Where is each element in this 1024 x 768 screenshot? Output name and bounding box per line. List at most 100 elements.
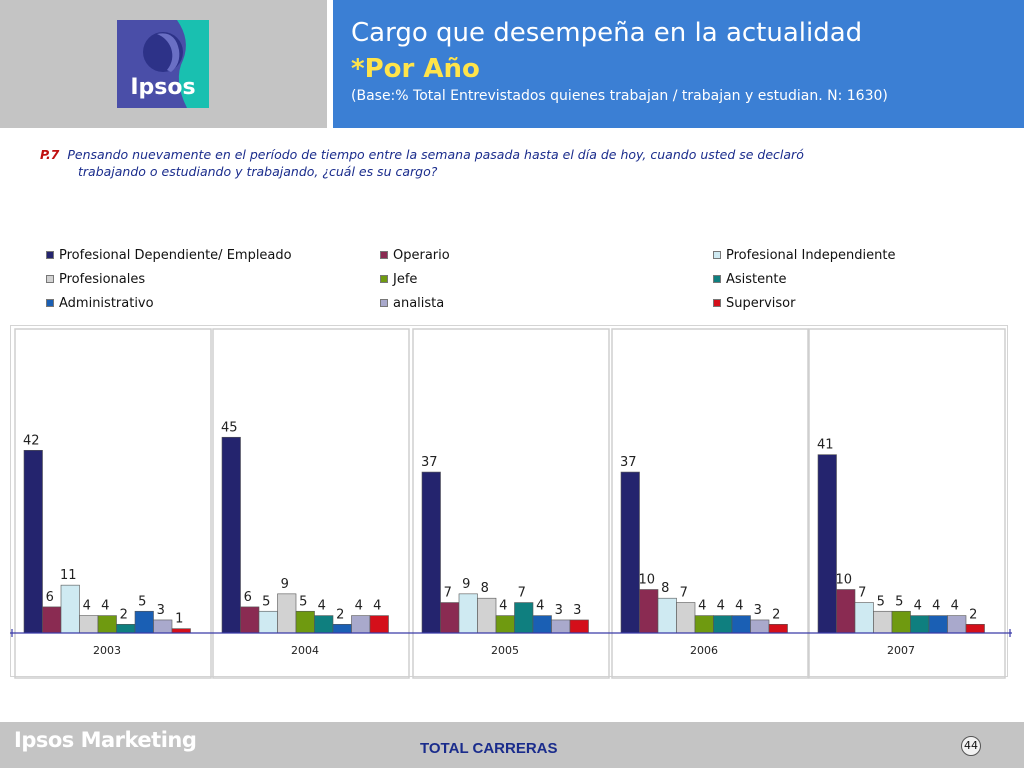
legend-swatch: [380, 275, 388, 283]
bar-value-label: 4: [83, 599, 91, 614]
bar-value-label: 11: [60, 568, 77, 583]
legend-label: Asistente: [726, 271, 787, 287]
header-title-area: [333, 0, 1024, 128]
bar-value-label: 3: [555, 603, 563, 618]
bar: [910, 615, 930, 634]
bar: [42, 606, 62, 634]
legend-item: Jefe: [380, 271, 417, 287]
bar: [458, 593, 478, 634]
bar-value-label: 4: [951, 599, 959, 614]
legend-item: Profesional Independiente: [713, 247, 896, 263]
bar-value-label: 4: [932, 599, 940, 614]
bar-value-label: 5: [138, 594, 146, 609]
bar-value-label: 41: [817, 438, 834, 453]
page-subtitle: *Por Año: [351, 54, 480, 84]
question-number: P.7: [40, 147, 60, 162]
bar: [240, 606, 260, 634]
bar-value-label: 9: [281, 577, 289, 592]
legend-label: Operario: [393, 247, 450, 263]
logo-text: Ipsos: [130, 75, 195, 100]
bar: [421, 471, 441, 634]
legend-label: Jefe: [393, 271, 418, 287]
bar: [314, 615, 334, 634]
bar: [620, 471, 640, 634]
bar: [713, 615, 733, 634]
bar-value-label: 5: [895, 594, 903, 609]
bar: [947, 615, 967, 634]
bar-value-label: 4: [914, 599, 922, 614]
bar-value-label: 6: [46, 590, 54, 605]
footer-bar: Ipsos Marketing TOTAL CARRERAS 44: [0, 722, 1024, 768]
page-number: 44: [961, 736, 981, 756]
bar: [657, 597, 677, 634]
bar-value-label: 4: [717, 599, 725, 614]
bar-value-label: 2: [336, 607, 344, 622]
bar: [532, 615, 552, 634]
bar: [116, 623, 136, 634]
bar-value-label: 7: [518, 586, 526, 601]
legend-item: Operario: [380, 247, 450, 263]
header-logo-area: Ipsos: [0, 0, 327, 128]
bar-value-label: 5: [262, 594, 270, 609]
bar: [97, 615, 117, 634]
category-label: 2004: [291, 644, 319, 657]
legend-item: Profesional Dependiente/ Empleado: [46, 247, 292, 263]
footer-total-label: TOTAL CARRERAS: [420, 740, 558, 757]
bar: [60, 584, 80, 634]
bar: [440, 602, 460, 634]
year-panel: [14, 328, 212, 679]
bar-value-label: 4: [101, 599, 109, 614]
bar: [873, 610, 893, 634]
bar: [477, 597, 497, 634]
legend-swatch: [46, 275, 54, 283]
legend-label: Supervisor: [726, 295, 796, 311]
legend-item: Administrativo: [46, 295, 154, 311]
bar: [891, 610, 911, 634]
question-text: P.7 Pensando nuevamente en el período de…: [40, 146, 830, 180]
year-panel: [808, 328, 1006, 679]
bar: [731, 615, 751, 634]
bar: [351, 615, 371, 634]
bar: [221, 436, 241, 634]
bar-value-label: 37: [421, 455, 438, 470]
legend-swatch: [713, 299, 721, 307]
bar: [836, 589, 856, 634]
bar-value-label: 3: [573, 603, 581, 618]
bar: [79, 615, 99, 634]
category-label: 2007: [887, 644, 915, 657]
bar: [277, 593, 297, 634]
legend-item: analista: [380, 295, 444, 311]
bar: [750, 619, 770, 634]
bar-value-label: 4: [355, 599, 363, 614]
category-label: 2003: [93, 644, 121, 657]
bar-value-label: 7: [858, 586, 866, 601]
legend-swatch: [380, 299, 388, 307]
bar: [332, 623, 352, 634]
bar-value-label: 7: [444, 586, 452, 601]
bar: [134, 610, 154, 634]
bar: [551, 619, 571, 634]
page-title: Cargo que desempeña en la actualidad: [351, 18, 863, 48]
bar: [854, 602, 874, 634]
bar-value-label: 7: [680, 586, 688, 601]
page-base-note: (Base:% Total Entrevistados quienes trab…: [351, 88, 888, 104]
question-line-1: Pensando nuevamente en el período de tie…: [67, 147, 804, 162]
bar: [23, 449, 43, 634]
bar: [639, 589, 659, 634]
question-line-2: trabajando o estudiando y trabajando, ¿c…: [78, 164, 438, 179]
legend-label: analista: [393, 295, 445, 311]
bar-value-label: 2: [120, 607, 128, 622]
bar-value-label: 10: [638, 573, 655, 588]
bar-value-label: 1: [175, 612, 183, 627]
category-label: 2006: [690, 644, 718, 657]
bar-value-label: 4: [499, 599, 507, 614]
bar-value-label: 4: [735, 599, 743, 614]
bar-value-label: 5: [877, 594, 885, 609]
bar: [258, 610, 278, 634]
bar: [369, 615, 389, 634]
bar: [295, 610, 315, 634]
category-label: 2005: [491, 644, 519, 657]
year-panel: [412, 328, 610, 679]
legend-swatch: [713, 275, 721, 283]
